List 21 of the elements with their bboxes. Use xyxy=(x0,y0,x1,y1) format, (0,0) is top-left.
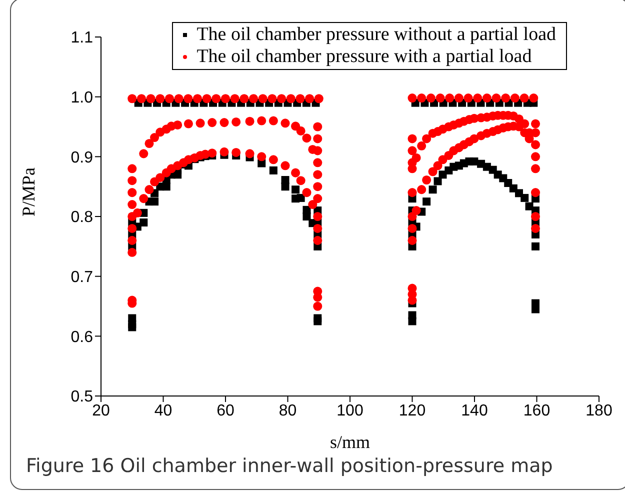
y-tick-label: 1.0 xyxy=(70,90,94,107)
caption: Figure 16 Oil chamber inner-wall position-pressure map xyxy=(26,455,553,477)
x-axis-title: s/mm xyxy=(330,432,370,452)
x-tick-label: 140 xyxy=(461,402,488,420)
x-tick-label: 80 xyxy=(278,402,297,420)
x-tick-label: 40 xyxy=(154,402,172,420)
x-tick-label: 120 xyxy=(398,402,426,420)
y-tick-label: 0.5 xyxy=(70,388,94,406)
x-tick-label: 180 xyxy=(586,402,612,420)
x-tick-label: 60 xyxy=(216,402,234,420)
y-tick-label: 0.8 xyxy=(70,209,94,226)
y-tick-label: 0.7 xyxy=(70,269,94,286)
x-tick-label: 20 xyxy=(92,402,110,420)
y-tick-label: 0.9 xyxy=(70,149,94,166)
legend-label: The oil chamber pressure without a partial load xyxy=(196,24,556,46)
y-tick-label: 0.6 xyxy=(70,328,94,346)
y-axis-title: P/MPa xyxy=(18,167,38,216)
y-tick-label: 1.1 xyxy=(70,30,94,47)
legend-label: The oil chamber pressure with a partial load xyxy=(196,46,532,68)
x-tick-label: 100 xyxy=(336,402,364,420)
x-tick-label: 160 xyxy=(523,402,550,420)
